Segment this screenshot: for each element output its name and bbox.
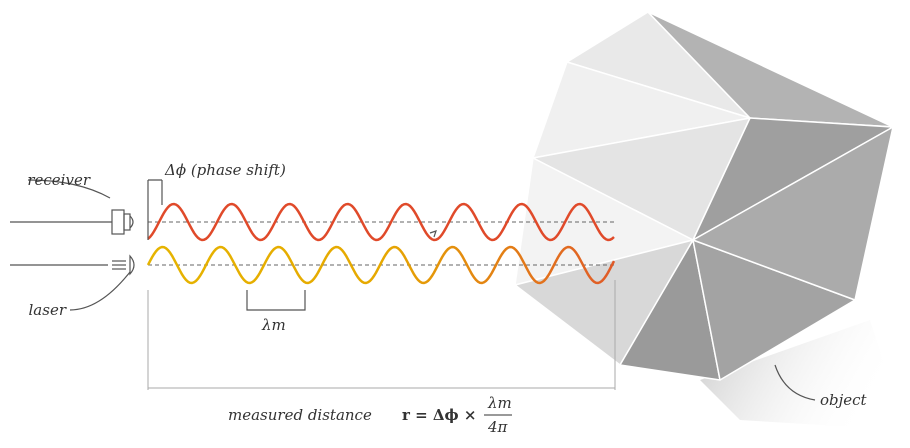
receiver-label: receiver xyxy=(27,171,90,189)
shadow xyxy=(700,320,905,430)
laser-pointer xyxy=(69,271,131,311)
phase-bracket xyxy=(147,179,163,240)
receiver-icon xyxy=(111,209,134,235)
reflected-wave xyxy=(147,202,615,242)
distance-label: measured distance xyxy=(228,406,372,424)
phase-label: Δϕ (phase shift) xyxy=(164,161,286,179)
object-shape xyxy=(514,11,894,381)
laser-label: laser xyxy=(29,301,67,319)
emitted-wave xyxy=(146,245,616,285)
formula: r = Δϕ × xyxy=(402,406,476,424)
arrow xyxy=(429,230,437,238)
laser-icon xyxy=(112,254,135,276)
distance-bracket xyxy=(147,280,616,390)
wavelength-label: λm xyxy=(261,316,286,334)
wavelength-bracket xyxy=(246,290,306,311)
formula-numerator: λm xyxy=(487,394,512,412)
formula-denominator: 4π xyxy=(487,418,509,436)
receiver-pointer xyxy=(27,179,111,199)
object-label: object xyxy=(820,391,868,409)
object-pointer xyxy=(774,364,816,401)
